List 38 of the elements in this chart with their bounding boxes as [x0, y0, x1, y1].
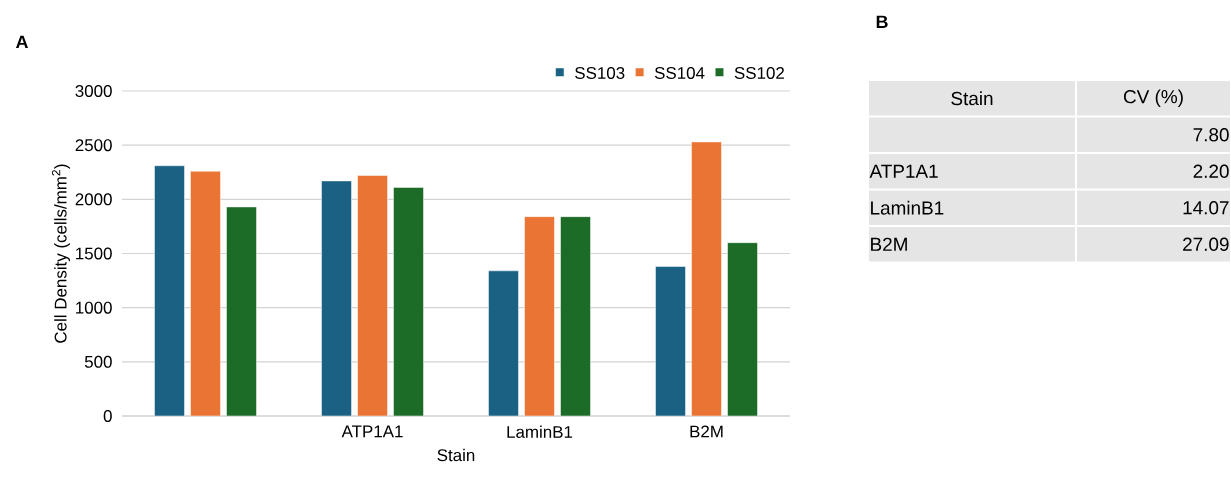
bar	[154, 165, 185, 416]
bar	[560, 216, 591, 416]
bar	[393, 187, 424, 416]
category-label: B2M	[871, 237, 907, 251]
text: 14.07	[1183, 201, 1229, 215]
text: CV (%)	[1123, 89, 1183, 108]
text: 7.80	[1193, 128, 1229, 142]
y-tick-label: 2500	[75, 139, 112, 152]
y-tick-label: 500	[84, 355, 112, 368]
text: 27.09	[1183, 237, 1229, 251]
x-tick-label: B2M	[690, 425, 723, 438]
bar	[524, 216, 555, 416]
bar	[190, 170, 221, 416]
legend-label: SS104	[654, 66, 705, 79]
x-tick-label: ATP1A1	[341, 425, 403, 438]
y-tick-label: 0	[103, 410, 112, 422]
x-axis-title: Stain	[437, 448, 475, 462]
bar	[655, 266, 686, 416]
bar	[357, 175, 388, 416]
category-label: LaminB1	[871, 200, 944, 215]
bar	[226, 206, 257, 416]
legend-label: SS103	[575, 66, 625, 79]
text: 2.20	[1193, 164, 1229, 178]
y-axis-title: Cell Density (cells/mm$^{2}$)	[51, 164, 70, 343]
chart-title: A	[15, 35, 28, 48]
bar	[691, 141, 722, 416]
bar	[321, 180, 352, 416]
bar	[727, 242, 758, 416]
y-tick-label: 3000	[75, 85, 112, 97]
text: Stain	[951, 91, 993, 106]
text: B	[876, 15, 888, 28]
legend-label: SS102	[734, 66, 784, 79]
bar	[488, 270, 519, 416]
y-tick-label: 1500	[76, 247, 112, 260]
category-label: ATP1A1	[869, 164, 938, 178]
y-tick-label: 1000	[76, 301, 112, 314]
y-tick-label: 2000	[75, 193, 112, 206]
x-tick-label: LaminB1	[507, 425, 573, 438]
